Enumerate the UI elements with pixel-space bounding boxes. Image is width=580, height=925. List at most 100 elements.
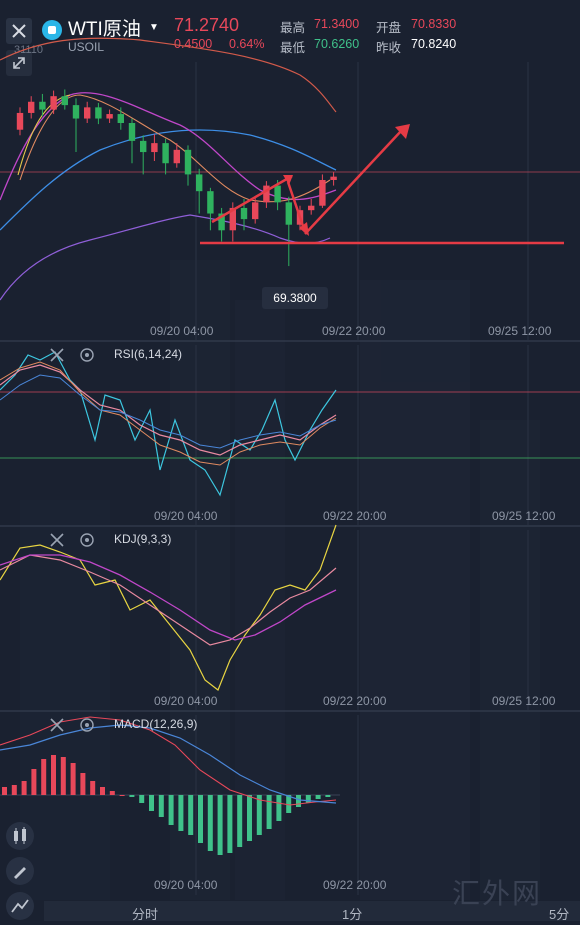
candle-body: [16, 112, 24, 130]
macd-bar: [109, 791, 115, 795]
x-tick: 09/22 20:00: [323, 694, 387, 708]
macd-bar: [325, 795, 331, 797]
trend-arrow-up-left: [211, 174, 293, 224]
macd-bar: [129, 795, 135, 797]
settings-gear-icon[interactable]: [78, 716, 96, 734]
macd-bar: [305, 795, 311, 803]
close-icon: [12, 24, 26, 38]
macd-bar: [256, 795, 262, 835]
candle-body: [184, 149, 192, 175]
candle-body: [240, 207, 248, 220]
close-indicator-icon[interactable]: [48, 346, 68, 364]
candle-body: [330, 176, 337, 180]
x-tick: 09/25 12:00: [492, 694, 556, 708]
macd-bar: [266, 795, 272, 829]
watermark-logo: 汇外网: [452, 878, 543, 909]
bollinger-upper: [0, 37, 337, 113]
line-chart-icon: [11, 899, 29, 913]
chevron-down-icon[interactable]: ▼: [149, 22, 159, 33]
expand-icon: [13, 57, 25, 69]
tab-5-minute[interactable]: 5分: [549, 907, 570, 922]
kdj-line-j: [0, 524, 337, 691]
prev-close-label: 昨收: [376, 41, 402, 55]
macd-indicator-label: MACD(12,26,9): [114, 717, 198, 731]
candle-body: [319, 180, 326, 206]
trend-arrow-down: [286, 181, 307, 233]
candlestick-icon: [14, 827, 26, 844]
tab-time-share[interactable]: 分时: [132, 907, 159, 922]
trend-arrow-forecast: [304, 129, 403, 235]
indicator-tool-button[interactable]: [6, 892, 34, 920]
macd-bar: [198, 795, 203, 843]
macd-bar: [80, 773, 86, 795]
macd-bar: [286, 795, 292, 813]
macd-bar: [90, 781, 96, 795]
draw-tool-button[interactable]: [6, 857, 34, 885]
macd-bar: [207, 795, 213, 851]
macd-bar: [217, 795, 223, 855]
macd-bar: [247, 795, 252, 841]
arrowhead-icon: [283, 175, 293, 185]
symbol-coin-icon: [42, 20, 62, 40]
main-grid: [195, 62, 529, 895]
macd-bar: [60, 757, 66, 795]
candle-body: [218, 213, 225, 231]
fullscreen-button[interactable]: [6, 50, 32, 76]
macd-bar: [149, 795, 154, 811]
macd-bar: [315, 795, 321, 799]
rsi-line-pink: [0, 364, 337, 456]
background-skyline: [20, 260, 540, 900]
candle-body: [128, 123, 136, 141]
candle-body: [39, 101, 46, 110]
settings-gear-icon[interactable]: [78, 531, 96, 549]
candle-body: [50, 96, 57, 110]
ma-line-blue: [0, 129, 337, 231]
macd-bar: [276, 795, 282, 821]
candlestick-series: [16, 89, 337, 267]
macd-bar: [119, 795, 125, 796]
tab-1-minute[interactable]: 1分: [342, 907, 363, 922]
macd-bar: [51, 755, 56, 795]
candle-body: [252, 202, 259, 220]
candle-body: [207, 191, 214, 214]
x-tick: 09/20 04:00: [150, 324, 214, 338]
bollinger-lower: [0, 214, 331, 301]
symbol-code: USOIL: [68, 40, 105, 54]
prev-close-value: 70.8240: [411, 37, 457, 51]
rsi-line-cyan: [0, 351, 337, 497]
high-value: 71.3400: [314, 17, 360, 31]
candle-body: [162, 143, 169, 164]
candle-body: [61, 96, 68, 106]
macd-bar: [11, 785, 17, 795]
symbol-title[interactable]: WTI原油: [68, 19, 141, 40]
close-indicator-icon[interactable]: [48, 716, 68, 734]
close-indicator-icon[interactable]: [48, 531, 68, 549]
x-tick: 09/22 20:00: [323, 509, 387, 523]
kdj-indicator-label: KDJ(9,3,3): [114, 532, 172, 546]
candle-body: [173, 149, 180, 164]
open-label: 开盘: [376, 21, 402, 35]
settings-gear-icon[interactable]: [78, 346, 96, 364]
close-button[interactable]: [6, 18, 32, 44]
x-tick: 09/20 04:00: [154, 878, 218, 892]
candle-body: [72, 105, 80, 119]
low-label: 最低: [280, 41, 306, 55]
macd-bar: [2, 787, 7, 795]
kdj-line-k: [0, 554, 337, 646]
candle-body: [28, 101, 35, 113]
arrowhead-icon: [395, 124, 410, 139]
candle-style-button[interactable]: [6, 822, 34, 850]
last-price: 71.2740: [174, 15, 240, 35]
low-value: 70.6260: [314, 37, 360, 51]
candle-body: [140, 140, 147, 153]
open-value: 70.8330: [411, 17, 457, 31]
candle-body: [263, 185, 270, 203]
x-tick: 09/20 04:00: [154, 509, 218, 523]
rsi-indicator-label: RSI(6,14,24): [114, 347, 183, 361]
macd-dea-line: [0, 724, 337, 804]
candle-body: [117, 114, 124, 123]
x-tick: 09/25 12:00: [492, 509, 556, 523]
price-change-pct: 0.64%: [229, 37, 265, 51]
timeframe-bar: [44, 901, 580, 921]
